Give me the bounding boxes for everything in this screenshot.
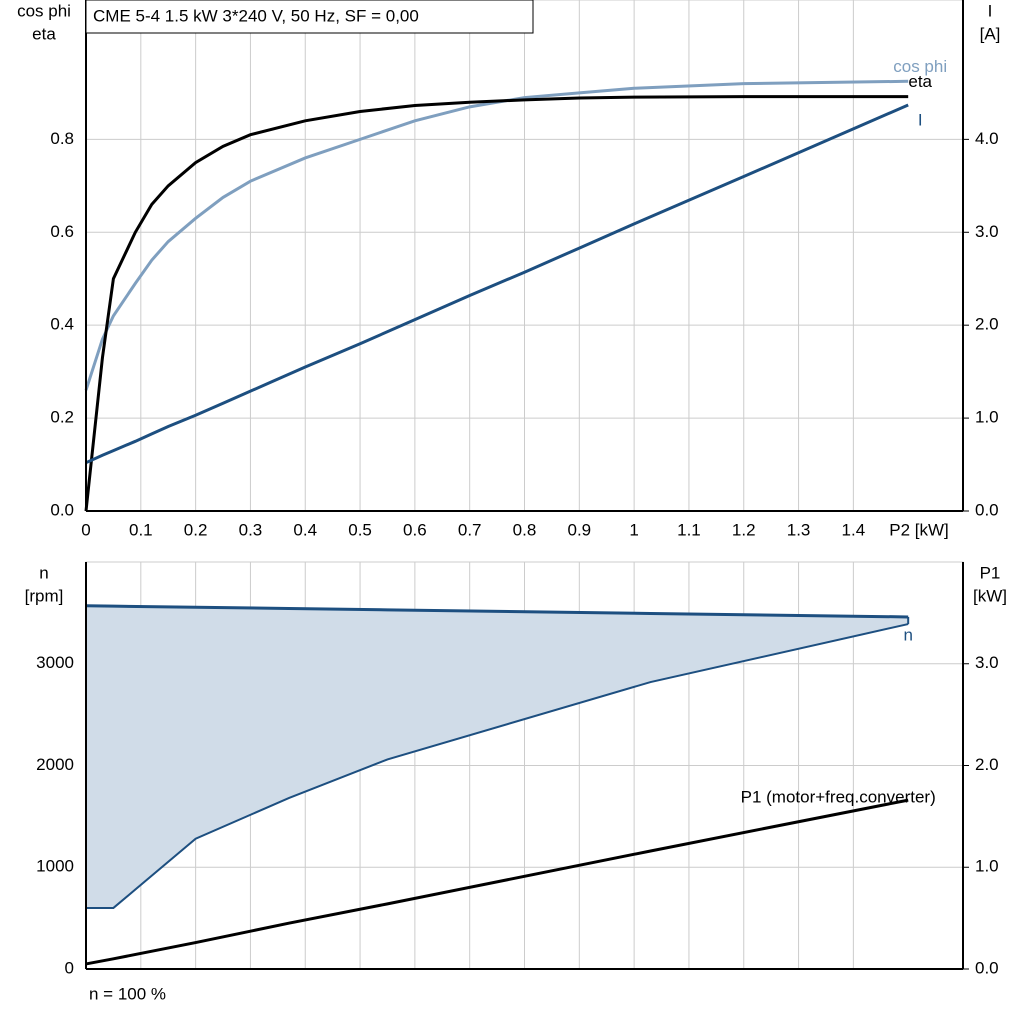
y-tick-label: 1000 [36, 857, 74, 876]
x-tick-label: 0 [81, 520, 90, 539]
x-tick-label: 1.2 [732, 520, 756, 539]
y-tick-label: 2000 [36, 755, 74, 774]
y2-tick-label: 4.0 [975, 129, 999, 148]
x-tick-label: 0.8 [513, 520, 537, 539]
x-tick-label: 1.3 [787, 520, 811, 539]
y2-tick-label: 1.0 [975, 408, 999, 427]
y2-tick-label: 3.0 [975, 653, 999, 672]
x-tick-label: 1.4 [842, 520, 866, 539]
y-tick-label: 0.2 [50, 408, 74, 427]
speed-min-line [86, 623, 909, 909]
series-line [85, 798, 909, 966]
y-tick-label: 0.8 [50, 129, 74, 148]
speed-max-line [85, 604, 909, 619]
note: n = 100 % [89, 984, 166, 1003]
series-line [85, 103, 909, 465]
x-tick-label: 1.1 [677, 520, 701, 539]
y-tick-label: 3000 [36, 653, 74, 672]
x-tick-label: 1 [629, 520, 638, 539]
series-label: eta [908, 72, 932, 91]
x-tick-label: 0.6 [403, 520, 427, 539]
series-label: I [918, 110, 923, 129]
x-tick-label: 0.2 [184, 520, 208, 539]
y2-tick-label: 1.0 [975, 857, 999, 876]
series-label: cos phi [893, 57, 947, 76]
x-tick-label: 0.1 [129, 520, 153, 539]
y2-axis-label: [A] [980, 24, 1001, 43]
y2-tick-label: 0.0 [975, 500, 999, 519]
y2-axis-label: I [988, 1, 993, 20]
y-tick-label: 0 [65, 958, 74, 977]
speed-range-area [86, 605, 909, 908]
x-tick-label: 0.7 [458, 520, 482, 539]
series-line [84, 79, 909, 391]
y2-tick-label: 0.0 [975, 958, 999, 977]
y-tick-label: 0.4 [50, 315, 74, 334]
x-tick-label: 0.4 [293, 520, 317, 539]
y2-axis-label: P1 [980, 563, 1001, 582]
y-tick-label: 0.0 [50, 500, 74, 519]
series-label: n [903, 626, 912, 645]
x-tick-label: 0.3 [239, 520, 263, 539]
y2-tick-label: 2.0 [975, 755, 999, 774]
x-tick-label: 0.9 [567, 520, 591, 539]
series-label: P1 (motor+freq.converter) [741, 788, 936, 807]
y-axis-label: n [39, 563, 48, 582]
y-tick-label: 0.6 [50, 222, 74, 241]
y2-tick-label: 2.0 [975, 315, 999, 334]
chart-title: CME 5-4 1.5 kW 3*240 V, 50 Hz, SF = 0,00 [93, 6, 419, 25]
y-axis-label: [rpm] [25, 586, 64, 605]
y2-axis-label: [kW] [973, 586, 1007, 605]
series-line [84, 95, 909, 512]
y-axis-label: eta [32, 24, 56, 43]
title-box [85, 0, 534, 34]
y-axis-label: cos phi [17, 1, 71, 20]
x-axis-label: P2 [kW] [889, 520, 949, 539]
x-tick-label: 0.5 [348, 520, 372, 539]
y2-tick-label: 3.0 [975, 222, 999, 241]
